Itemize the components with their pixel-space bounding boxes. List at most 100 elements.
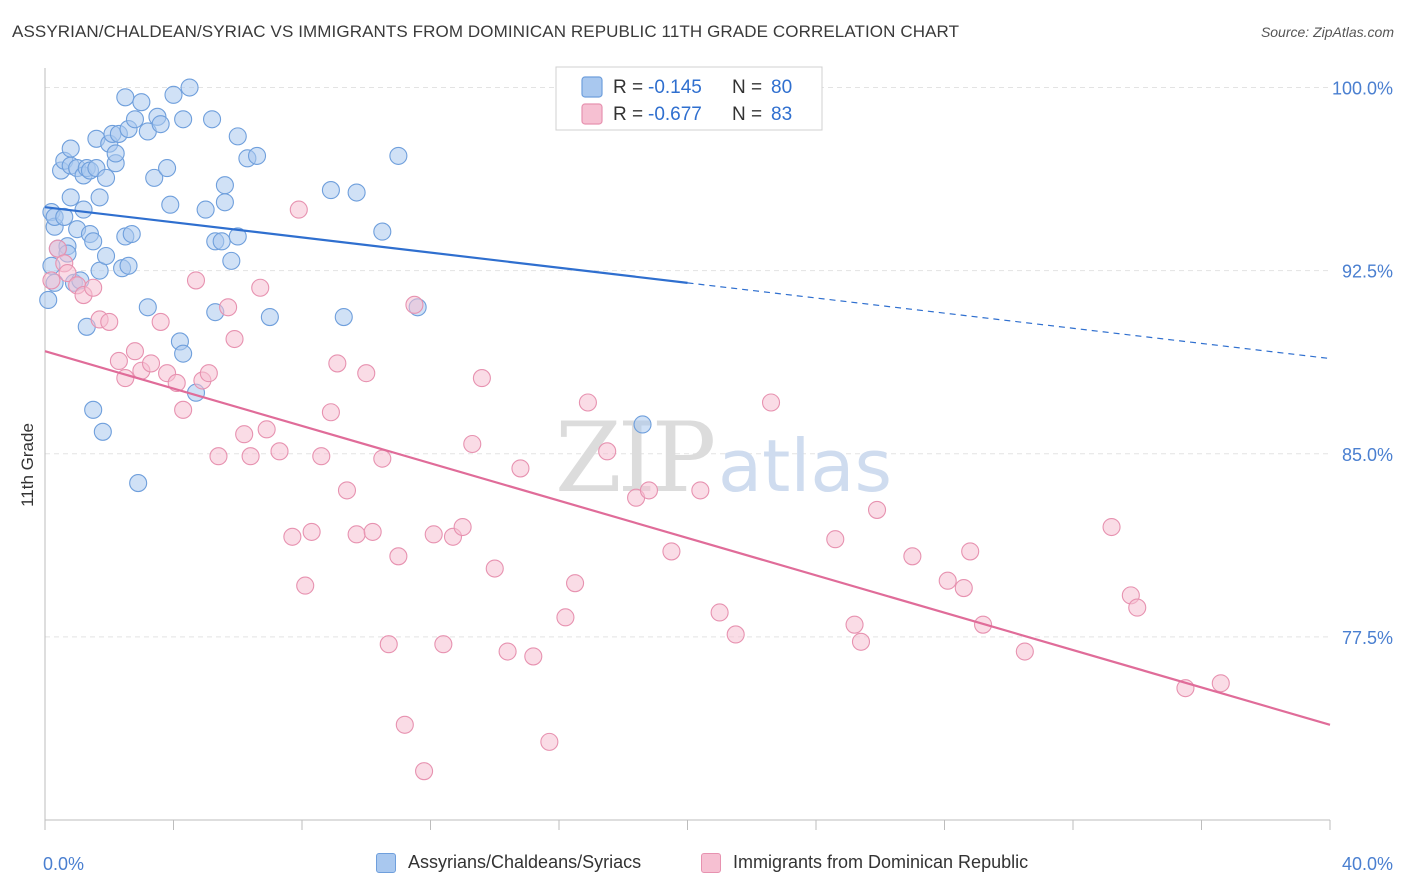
legend-item-dominican: Immigrants from Dominican Republic xyxy=(701,852,1028,873)
blue-data-point xyxy=(138,298,157,317)
legend-n-label: N = xyxy=(732,104,762,125)
pink-data-point xyxy=(186,271,206,290)
pink-data-point xyxy=(434,635,453,654)
legend-r-value: -0.145 xyxy=(648,77,702,98)
blue-data-point xyxy=(633,415,652,434)
legend-swatch-pink xyxy=(581,103,603,125)
pink-data-point xyxy=(826,530,845,549)
blue-data-point xyxy=(260,307,279,327)
pink-data-point xyxy=(961,542,980,561)
blue-data-point xyxy=(119,256,138,275)
blue-data-point xyxy=(74,200,93,219)
pink-data-point xyxy=(938,571,957,590)
pink-data-point xyxy=(710,603,729,622)
pink-data-point xyxy=(424,525,443,544)
blue-data-point xyxy=(247,146,267,165)
pink-trend-line xyxy=(44,350,1331,726)
legend-n-value: 80 xyxy=(771,77,792,98)
blue-data-point xyxy=(151,115,170,134)
blue-data-point xyxy=(174,344,193,363)
pink-data-point xyxy=(174,400,193,419)
legend-swatch-pink xyxy=(701,852,721,873)
pink-data-point xyxy=(662,542,681,561)
pink-data-point xyxy=(1015,642,1034,661)
y-tick-label: 92.5% xyxy=(1342,262,1393,282)
legend-n-label: N = xyxy=(732,77,762,98)
pink-data-point xyxy=(283,527,302,546)
watermark-atlas: atlas xyxy=(718,424,892,508)
pink-data-point xyxy=(566,574,585,593)
pink-data-point xyxy=(726,625,745,644)
pink-data-point xyxy=(395,715,414,734)
blue-data-point xyxy=(174,110,193,129)
blue-trend-extension xyxy=(687,282,1331,360)
pink-data-point xyxy=(578,393,597,412)
pink-data-point xyxy=(1102,517,1121,537)
blue-data-point xyxy=(215,193,234,212)
blue-data-point xyxy=(122,224,141,244)
legend-r-label: R = xyxy=(613,104,643,125)
pink-data-point xyxy=(100,312,119,331)
pink-data-point xyxy=(321,403,340,422)
axes xyxy=(44,68,1331,830)
pink-data-point xyxy=(257,420,276,439)
y-tick-label: 100.0% xyxy=(1332,79,1393,99)
pink-data-point xyxy=(42,271,61,290)
legend-label: Immigrants from Dominican Republic xyxy=(733,852,1029,872)
blue-data-point xyxy=(222,251,241,270)
blue-data-point xyxy=(203,110,222,129)
pink-data-point xyxy=(337,481,357,500)
legend-swatch-blue xyxy=(376,852,396,873)
pink-data-point xyxy=(347,525,366,544)
pink-data-point xyxy=(511,459,530,478)
pink-data-point xyxy=(209,447,228,466)
pink-data-point xyxy=(357,364,376,383)
pink-data-point xyxy=(1211,674,1230,693)
pink-data-point xyxy=(251,278,270,297)
blue-data-point xyxy=(132,93,151,112)
pink-data-point xyxy=(485,559,504,578)
blue-data-point xyxy=(39,290,58,309)
pink-data-point xyxy=(235,425,254,444)
pink-data-point xyxy=(540,732,559,751)
legend-item-assyrians: Assyrians/Chaldeans/Syriacs xyxy=(376,852,641,873)
blue-data-point xyxy=(84,400,103,419)
blue-data-point xyxy=(96,168,116,187)
y-tick-label: 85.0% xyxy=(1342,445,1393,465)
source-credit: Source: ZipAtlas.com xyxy=(1260,24,1394,40)
legend-label: Assyrians/Chaldeans/Syriacs xyxy=(408,852,642,872)
pink-data-point xyxy=(302,522,321,541)
blue-data-point xyxy=(215,176,234,195)
pink-data-point xyxy=(463,434,482,454)
y-tick-labels: 100.0% 92.5% 85.0% 77.5% xyxy=(1332,79,1393,648)
pink-data-point xyxy=(109,351,128,371)
blue-data-point xyxy=(180,78,199,97)
pink-data-point xyxy=(498,642,517,661)
gridlines xyxy=(45,87,1330,638)
pink-data-point xyxy=(312,447,331,466)
pink-data-point xyxy=(289,200,308,219)
data-points xyxy=(39,78,1230,781)
pink-data-point xyxy=(691,481,710,500)
blue-data-point xyxy=(93,422,112,441)
pink-data-point xyxy=(851,632,871,651)
x-tick-label: 0.0% xyxy=(43,854,84,874)
blue-data-point xyxy=(158,159,177,178)
pink-data-point xyxy=(954,579,973,598)
pink-data-point xyxy=(524,647,543,666)
pink-data-point xyxy=(389,547,408,566)
x-tick-labels: 0.0% 40.0% xyxy=(43,854,1393,874)
pink-data-point xyxy=(141,354,161,373)
pink-data-point xyxy=(598,442,617,461)
pink-data-point xyxy=(453,517,472,537)
pink-data-point xyxy=(84,278,103,297)
pink-data-point xyxy=(363,522,382,541)
blue-data-point xyxy=(125,110,144,129)
pink-data-point xyxy=(151,312,170,331)
pink-data-point xyxy=(373,449,392,468)
pink-data-point xyxy=(845,615,864,634)
pink-data-point xyxy=(270,442,289,461)
pink-data-point xyxy=(415,762,434,781)
pink-data-point xyxy=(58,264,77,283)
